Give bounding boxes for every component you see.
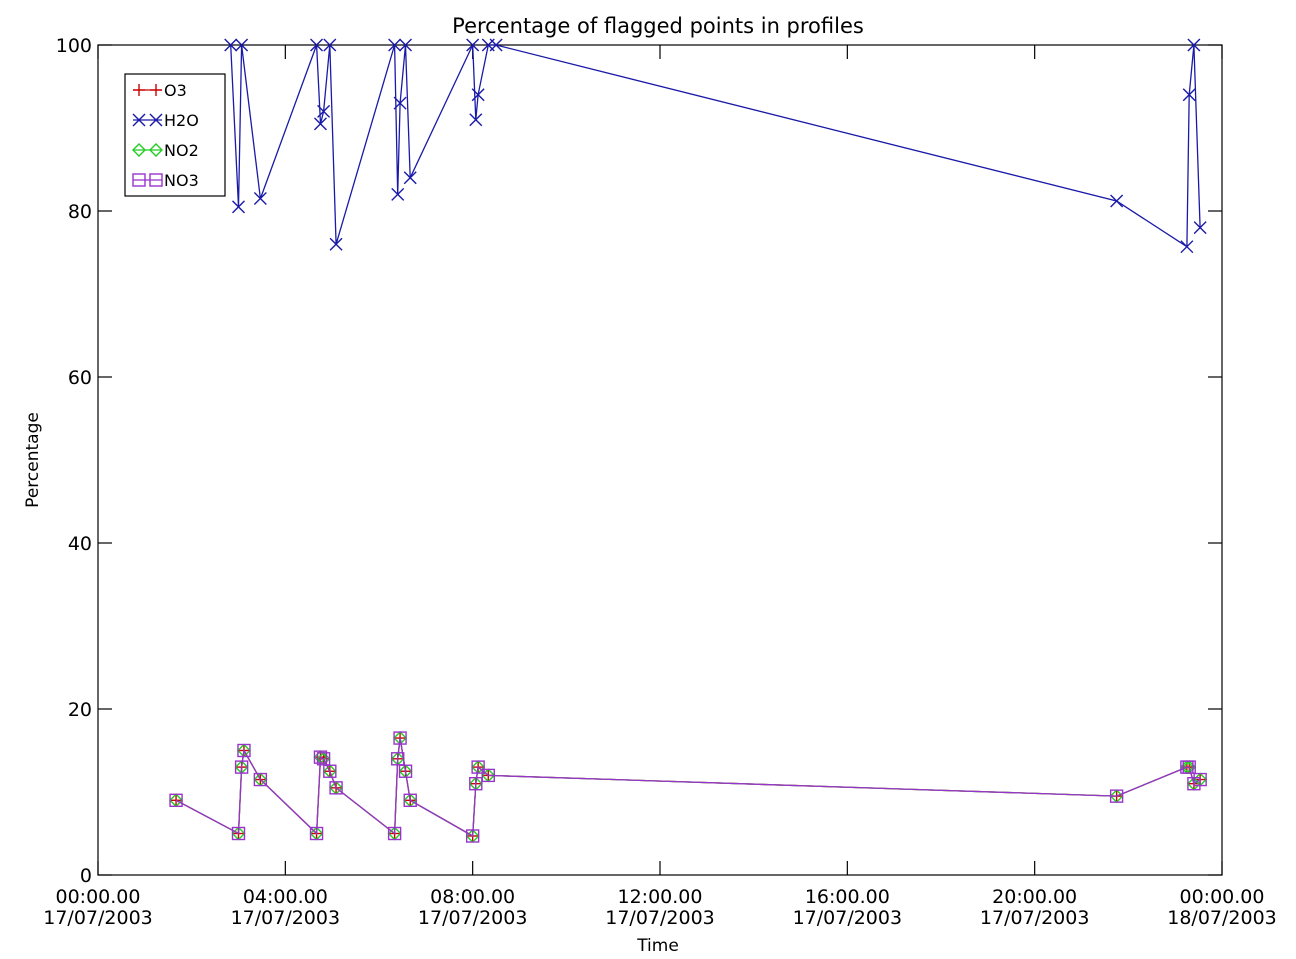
legend-marker-h2o	[132, 113, 146, 127]
data-point-h2o	[1187, 38, 1201, 52]
x-tick-label-time: 08:00.00	[430, 886, 515, 908]
series-layer	[169, 38, 1208, 843]
data-point-no3	[253, 772, 268, 787]
legend-label-no3: NO3	[164, 171, 199, 190]
data-point-h2o	[232, 200, 245, 214]
series-no3	[169, 731, 1207, 843]
data-point-no3	[169, 793, 183, 807]
data-point-h2o	[466, 38, 480, 52]
data-point-no3	[391, 752, 405, 766]
data-point-no3	[471, 760, 485, 774]
y-tick-label: 40	[68, 533, 92, 555]
data-point-h2o	[323, 38, 337, 52]
data-point-h2o	[471, 88, 485, 102]
legend-entry-no3: NO3	[132, 171, 199, 190]
data-point-h2o	[1193, 221, 1207, 235]
legend-entry-h2o: H2O	[132, 111, 199, 130]
data-point-no3	[237, 743, 251, 758]
data-point-h2o	[391, 187, 405, 201]
plot-frame	[97, 44, 1223, 876]
legend-marker-o3	[150, 84, 162, 96]
x-tick-label-time: 16:00.00	[805, 886, 890, 908]
x-tick-label-date: 17/07/2003	[980, 907, 1090, 929]
x-tick-label-time: 00:00.00	[56, 886, 141, 908]
legend-marker-h2o	[149, 113, 163, 127]
data-point-no3	[393, 731, 407, 745]
series-line-no3	[175, 737, 1201, 838]
legend-marker-no3	[149, 173, 163, 187]
data-point-no3	[387, 826, 402, 841]
x-tick-label-time: 00:00.00	[1180, 886, 1265, 908]
data-point-no3	[313, 750, 328, 764]
series-line-h2o	[230, 44, 1201, 248]
x-tick-label-time: 12:00.00	[618, 886, 703, 908]
y-tick-label: 100	[56, 35, 92, 57]
x-tick-label-time: 04:00.00	[243, 886, 328, 908]
x-tick-label-date: 18/07/2003	[1167, 907, 1277, 929]
data-point-h2o	[388, 38, 402, 52]
data-point-no3	[323, 764, 337, 778]
legend-entry-no2: NO2	[132, 141, 199, 160]
data-point-no3	[469, 777, 483, 791]
data-point-h2o	[253, 192, 267, 206]
y-tick-label: 60	[68, 367, 92, 389]
legend-marker-no2	[132, 143, 146, 157]
x-axis-label: Time	[636, 936, 679, 956]
data-point-no3	[329, 781, 343, 795]
data-point-h2o	[1110, 194, 1124, 208]
data-point-h2o	[403, 171, 417, 185]
chart-title: Percentage of flagged points in profiles	[452, 14, 864, 38]
legend-marker-no3	[132, 173, 146, 187]
data-point-no3	[1182, 760, 1196, 774]
x-tick-label-date: 17/07/2003	[793, 907, 903, 929]
data-point-h2o	[224, 38, 238, 52]
data-point-no3	[234, 760, 249, 774]
data-point-no3	[231, 826, 246, 841]
legend: O3 H2O NO2 NO3	[124, 73, 226, 197]
legend-marker-o3	[133, 84, 145, 96]
data-point-h2o	[329, 237, 343, 251]
data-point-h2o	[310, 38, 324, 52]
y-axis-label: Percentage	[23, 412, 43, 508]
x-tick-label-time: 20:00.00	[992, 886, 1077, 908]
data-point-h2o	[235, 38, 249, 52]
legend-label-h2o: H2O	[164, 111, 199, 130]
series-o3	[170, 732, 1207, 842]
x-tick-label-date: 17/07/2003	[231, 907, 341, 929]
data-point-h2o	[399, 38, 413, 52]
x-axis: 00:00.0017/07/200304:00.0017/07/200308:0…	[43, 45, 1277, 929]
legend-label-no2: NO2	[164, 141, 199, 160]
x-tick-label-date: 17/07/2003	[418, 907, 528, 929]
y-tick-label: 0	[80, 865, 92, 887]
legend-marker-no2	[149, 143, 163, 157]
data-point-h2o	[317, 104, 331, 118]
data-point-h2o	[489, 38, 503, 52]
y-tick-label: 20	[68, 699, 92, 721]
data-point-no3	[481, 768, 495, 783]
data-point-no3	[398, 764, 413, 778]
legend-entry-o3: O3	[133, 81, 187, 100]
data-point-h2o	[1182, 88, 1196, 102]
data-point-no3	[309, 826, 324, 841]
data-point-no3	[1193, 772, 1207, 787]
x-tick-label-date: 17/07/2003	[43, 907, 153, 929]
data-point-no3	[403, 793, 417, 807]
data-point-h2o	[313, 117, 327, 131]
data-point-no3	[1109, 789, 1124, 803]
data-point-o3	[170, 794, 183, 807]
data-point-h2o	[393, 96, 407, 110]
data-point-no3	[465, 829, 480, 843]
series-no2	[169, 731, 1208, 843]
y-tick-label: 80	[68, 201, 92, 223]
data-point-h2o	[469, 113, 483, 127]
series-h2o	[224, 38, 1207, 254]
legend-label-o3: O3	[164, 81, 187, 100]
x-tick-label-date: 17/07/2003	[605, 907, 715, 929]
data-point-h2o	[1180, 240, 1194, 254]
legend-box	[124, 73, 226, 197]
y-axis: 0 20 40 60 80 100	[56, 35, 1222, 887]
